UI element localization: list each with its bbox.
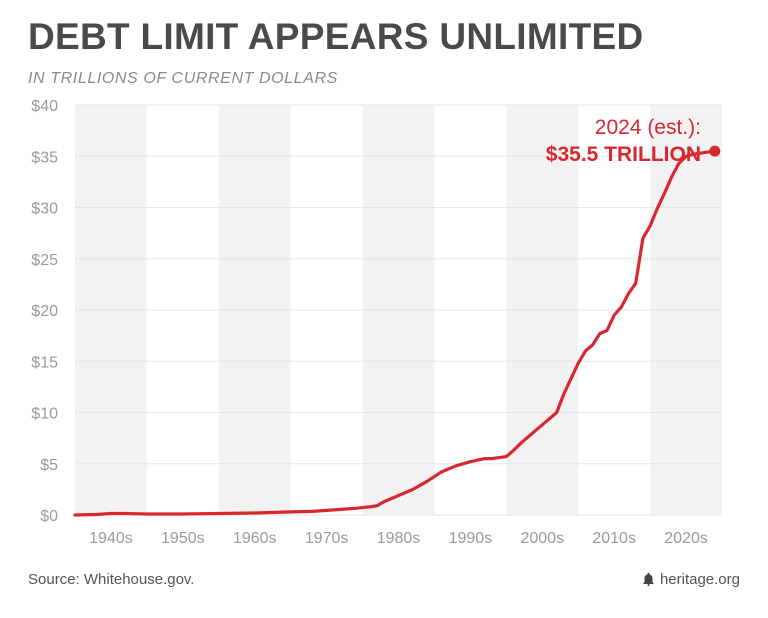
y-tick-label: $0 (40, 508, 58, 525)
annotation-year-label: 2024 (est.): (595, 116, 701, 139)
line-chart: $0 $5 $10 $15 $20 $25 $30 $35 $40 1940s 1950s 1960s… (31, 98, 722, 547)
y-tick-label: $10 (31, 406, 58, 423)
annotation-value-label: $35.5 TRILLION (546, 143, 701, 166)
y-tick-label: $30 (31, 201, 58, 218)
liberty-bell-icon (642, 573, 654, 586)
x-tick-label: 2000s (520, 530, 564, 547)
x-tick-label: 2020s (664, 530, 708, 547)
chart-subtitle: IN TRILLIONS OF CURRENT DOLLARS (28, 70, 338, 87)
x-tick-label: 1970s (305, 530, 349, 547)
x-tick-label: 1950s (161, 530, 205, 547)
x-tick-label: 1940s (89, 530, 133, 547)
y-tick-label: $25 (31, 252, 58, 269)
brand-credit: heritage.org (642, 571, 740, 588)
y-tick-label: $20 (31, 303, 58, 320)
y-tick-label: $40 (31, 98, 58, 115)
brand-name: heritage.org (659, 571, 740, 588)
debt-series-line (73, 149, 717, 517)
x-tick-label: 1960s (233, 530, 277, 547)
x-tick-label: 1980s (377, 530, 421, 547)
x-tick-label: 2010s (592, 530, 636, 547)
y-tick-label: $35 (31, 149, 58, 166)
chart-title: DEBT LIMIT APPEARS UNLIMITED (28, 16, 644, 57)
y-tick-label: $15 (31, 354, 58, 371)
endpoint-marker (709, 145, 721, 157)
x-tick-label: 1990s (449, 530, 493, 547)
source-note: Source: Whitehouse.gov. (28, 571, 195, 588)
y-tick-label: $5 (40, 457, 58, 474)
